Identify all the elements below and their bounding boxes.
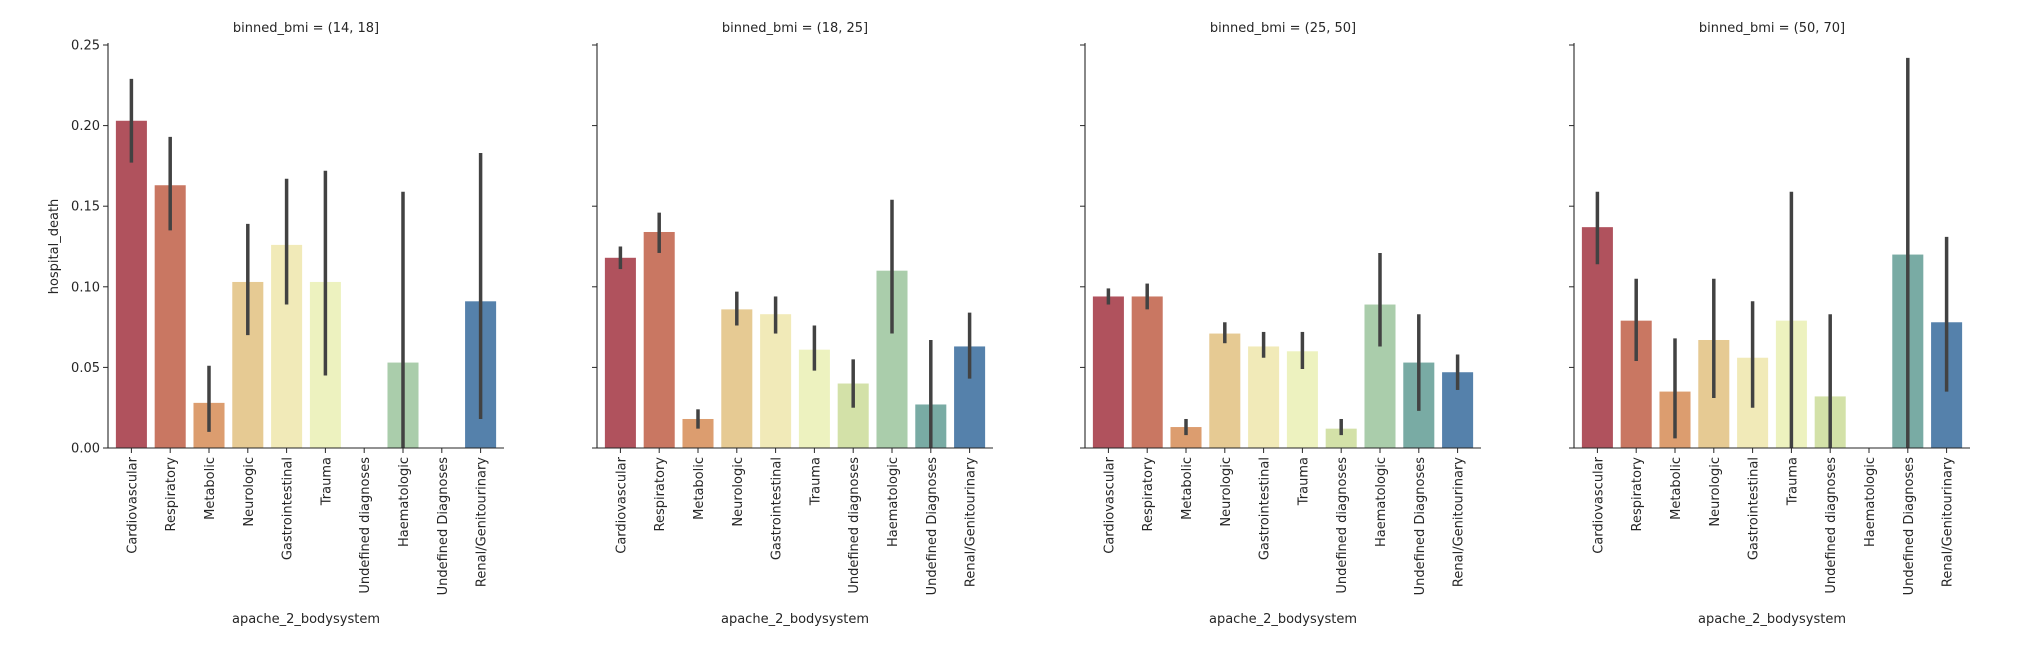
y-tick-label: 0.10 xyxy=(71,280,100,295)
x-axis-label: apache_2_bodysystem xyxy=(721,612,869,627)
bar-gastrointestinal xyxy=(1248,346,1280,448)
x-tick-label: Gastrointestinal xyxy=(770,457,785,560)
x-tick-label: Undefined Diagnoses xyxy=(925,457,940,596)
x-tick-label: Cardiovascular xyxy=(614,456,629,553)
x-tick-label: Trauma xyxy=(808,457,823,506)
panel-title: binned_bmi = (50, 70] xyxy=(1699,21,1845,36)
facet-panel-2: binned_bmi = (18, 25] Cardiovascular Respi… xyxy=(592,21,993,627)
x-tick-label: Trauma xyxy=(1785,457,1800,506)
bar-cardiovascular xyxy=(115,120,147,448)
x-tick-label: Renal/Genitourinary xyxy=(475,457,490,587)
x-tick-label: Undefined diagnoses xyxy=(847,457,862,594)
x-tick-label: Trauma xyxy=(319,457,334,506)
bar-cardiovascular xyxy=(1092,296,1124,448)
y-tick-label: 0.05 xyxy=(71,361,100,376)
panel-title: binned_bmi = (14, 18] xyxy=(233,21,379,36)
x-tick-label: Cardiovascular xyxy=(1102,456,1117,553)
panel-title: binned_bmi = (18, 25] xyxy=(722,21,868,36)
x-tick-label: Neurologic xyxy=(242,457,257,527)
x-tick-label: Haematologic xyxy=(1863,457,1878,547)
bar-gastrointestinal xyxy=(760,314,792,448)
bar-respiratory xyxy=(1131,296,1163,448)
bar-respiratory xyxy=(643,231,675,448)
x-tick-label: Neurologic xyxy=(731,457,746,527)
panel-title: binned_bmi = (25, 50] xyxy=(1210,21,1356,36)
y-tick-label: 0.25 xyxy=(71,39,100,54)
x-tick-label: Trauma xyxy=(1296,457,1311,506)
x-tick-label: Undefined diagnoses xyxy=(1824,457,1839,594)
x-tick-label: Respiratory xyxy=(1630,457,1645,532)
y-tick-label: 0.00 xyxy=(71,442,100,457)
x-tick-label: Respiratory xyxy=(653,457,668,532)
x-tick-label: Metabolic xyxy=(1669,457,1684,520)
x-tick-label: Gastrointestinal xyxy=(281,457,296,560)
x-tick-label: Renal/Genitourinary xyxy=(964,457,979,587)
y-axis-label: hospital_death xyxy=(47,199,62,295)
x-tick-label: Renal/Genitourinary xyxy=(1452,457,1467,587)
x-tick-label: Cardiovascular xyxy=(1591,456,1606,553)
x-axis-label: apache_2_bodysystem xyxy=(1698,612,1846,627)
x-tick-label: Undefined Diagnoses xyxy=(436,457,451,596)
x-tick-label: Respiratory xyxy=(1141,457,1156,532)
y-tick-label: 0.20 xyxy=(71,119,100,134)
bar-neurologic xyxy=(1209,333,1241,448)
x-tick-label: Undefined Diagnoses xyxy=(1413,457,1428,596)
x-tick-label: Metabolic xyxy=(1180,457,1195,520)
bar-metabolic xyxy=(1170,427,1202,448)
x-axis-label: apache_2_bodysystem xyxy=(1209,612,1357,627)
facet-panel-4: binned_bmi = (50, 70] Cardiovascular Respi… xyxy=(1569,21,1970,627)
x-tick-label: Gastrointestinal xyxy=(1258,457,1273,560)
x-tick-label: Renal/Genitourinary xyxy=(1941,457,1956,587)
x-tick-label: Undefined diagnoses xyxy=(1335,457,1350,594)
bar-undefined-diagnoses xyxy=(1325,428,1357,448)
x-tick-label: Haematologic xyxy=(397,457,412,547)
x-tick-label: Metabolic xyxy=(692,457,707,520)
x-tick-label: Haematologic xyxy=(886,457,901,547)
x-tick-label: Undefined diagnoses xyxy=(358,457,373,594)
bar-neurologic xyxy=(721,309,753,448)
facet-panel-1: binned_bmi = (14, 18] 0.00 0.05 0.10 0.15 0.2… xyxy=(47,21,504,627)
x-tick-label: Undefined Diagnoses xyxy=(1902,457,1917,596)
x-tick-label: Haematologic xyxy=(1374,457,1389,547)
x-tick-label: Respiratory xyxy=(164,457,179,532)
x-tick-label: Neurologic xyxy=(1708,457,1723,527)
x-tick-label: Neurologic xyxy=(1219,457,1234,527)
facet-panel-3: binned_bmi = (25, 50] Cardiovascular Respi… xyxy=(1080,21,1481,627)
x-tick-label: Cardiovascular xyxy=(125,456,140,553)
bar-cardiovascular xyxy=(604,257,636,448)
y-tick-label: 0.15 xyxy=(71,200,100,215)
x-tick-label: Gastrointestinal xyxy=(1747,457,1762,560)
x-tick-label: Metabolic xyxy=(203,457,218,520)
x-axis-label: apache_2_bodysystem xyxy=(232,612,380,627)
